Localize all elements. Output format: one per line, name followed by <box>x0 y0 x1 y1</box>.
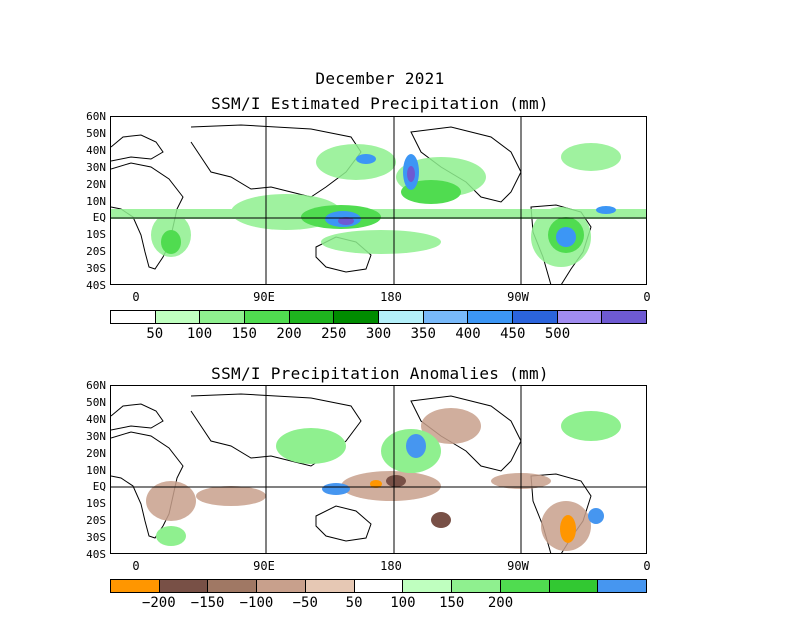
colorbar-label: 300 <box>365 326 392 342</box>
colorbar-swatch <box>159 580 209 592</box>
colorbar-label: 50 <box>345 595 363 611</box>
colorbar-swatch <box>111 580 160 592</box>
latitude-label: 30S <box>86 262 106 276</box>
latitude-label: 20S <box>86 514 106 528</box>
colorbar-swatch <box>289 311 335 323</box>
colorbar-swatch <box>513 311 558 323</box>
title-estimated: SSM/I Estimated Precipitation (mm) <box>211 94 549 113</box>
colorbar-swatch <box>257 580 306 592</box>
latitude-label: 10S <box>86 497 106 511</box>
colorbar-label: 500 <box>544 326 571 342</box>
longitude-label: 90W <box>507 290 529 304</box>
grid-lines <box>111 386 646 553</box>
longitude-label: 90W <box>507 559 529 573</box>
colorbar-swatch <box>334 311 380 323</box>
colorbar-swatch <box>354 580 404 592</box>
coast-europe <box>111 403 164 431</box>
latitude-label: 40N <box>86 143 106 157</box>
colorbar-swatch <box>208 580 258 592</box>
latitude-label: EQ <box>92 480 106 494</box>
title-anomalies: SSM/I Precipitation Anomalies (mm) <box>211 364 549 383</box>
colorbar-label: 150 <box>439 595 465 611</box>
grid-lines <box>111 117 646 284</box>
colorbar-label: 100 <box>186 326 213 342</box>
colorbar-label: 250 <box>321 326 347 342</box>
coast-europe <box>111 134 164 162</box>
longitude-label: 0 <box>643 559 651 573</box>
longitude-label: 0 <box>132 559 140 573</box>
latitude-label: 60N <box>86 379 106 392</box>
colorbar-label: 200 <box>487 595 514 611</box>
colorbar-swatch <box>200 311 246 323</box>
colorbar-swatch <box>557 311 603 323</box>
colorbar-swatch <box>245 311 290 323</box>
colorbar-label: 400 <box>455 326 481 342</box>
latitude-label: 50N <box>86 395 106 409</box>
latitude-label: 30N <box>86 160 106 174</box>
colorbar-swatch <box>305 580 355 592</box>
latitude-label: 40S <box>86 279 106 292</box>
colorbar-label: 350 <box>410 326 436 342</box>
colorbar-swatch <box>452 580 501 592</box>
estimated-precipitation-map <box>110 116 647 285</box>
colorbar-swatch <box>423 311 469 323</box>
colorbar-label: 100 <box>390 595 416 611</box>
longitude-label: 90E <box>253 559 275 573</box>
coast-australia <box>315 505 372 542</box>
colorbar-label: 50 <box>146 326 164 342</box>
latitude-label: EQ <box>92 211 106 225</box>
latitude-label: 10N <box>86 463 106 477</box>
longitude-label: 180 <box>380 290 402 304</box>
latitude-label: 20N <box>86 177 106 191</box>
colorbar-swatch <box>155 311 201 323</box>
longitude-label: 90E <box>253 290 275 304</box>
anomaly-colorbar <box>110 579 647 593</box>
colorbar-swatch <box>111 311 156 323</box>
latitude-label: 30S <box>86 531 106 545</box>
colorbar-swatch <box>602 311 647 323</box>
latitude-label: 60N <box>86 110 106 123</box>
longitude-label: 0 <box>643 290 651 304</box>
colorbar-swatch <box>403 580 453 592</box>
coast-asia <box>190 393 362 467</box>
colorbar-swatch <box>598 580 647 592</box>
colorbar-label: −150 <box>190 595 225 611</box>
latitude-label: 10N <box>86 194 106 208</box>
latitude-label: 50N <box>86 126 106 140</box>
colorbar-label: 200 <box>276 326 302 342</box>
precip-blobs <box>111 124 646 284</box>
colorbar-label: −50 <box>292 595 318 611</box>
colorbar-swatch <box>379 311 424 323</box>
latitude-label: 30N <box>86 429 106 443</box>
colorbar-label: −100 <box>239 595 274 611</box>
latitude-label: 20N <box>86 446 106 460</box>
colorbar-swatch <box>549 580 599 592</box>
longitude-label: 0 <box>132 290 140 304</box>
latitude-label: 20S <box>86 245 106 259</box>
colorbar-label: 450 <box>500 326 526 342</box>
latitude-label: 10S <box>86 228 106 242</box>
colorbar-swatch <box>468 311 514 323</box>
colorbar-swatch <box>500 580 550 592</box>
title-month: December 2021 <box>315 69 445 88</box>
latitude-label: 40N <box>86 412 106 426</box>
colorbar-label: −200 <box>141 595 176 611</box>
longitude-label: 180 <box>380 559 402 573</box>
anomaly-blobs <box>111 393 621 553</box>
estimated-colorbar <box>110 310 647 324</box>
precipitation-anomalies-map <box>110 385 647 554</box>
latitude-label: 40S <box>86 548 106 561</box>
colorbar-label: 150 <box>231 326 257 342</box>
